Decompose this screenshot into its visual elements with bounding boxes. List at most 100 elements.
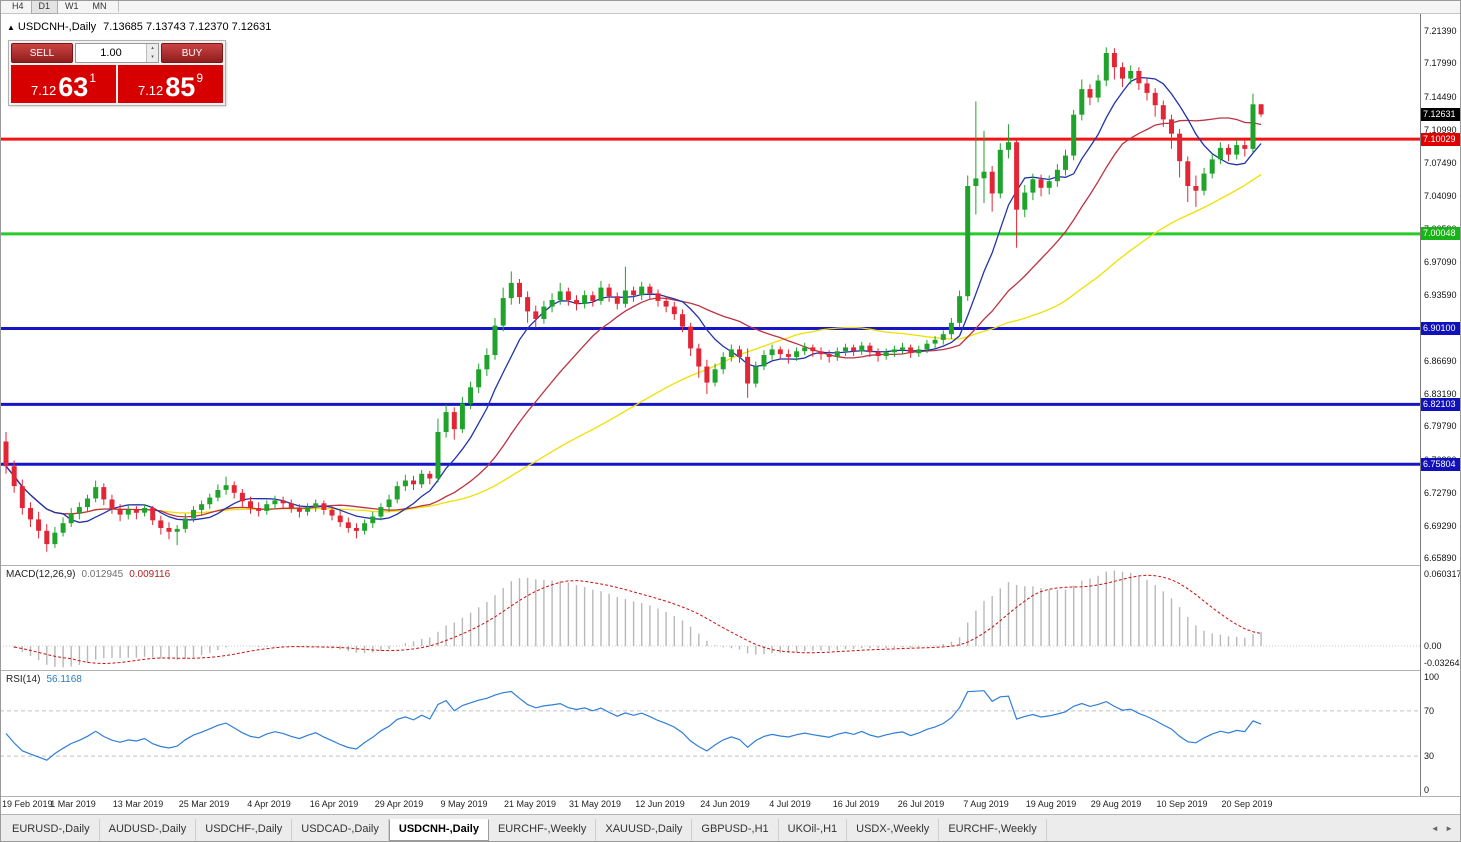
chart-tab-9[interactable]: USDX-,Weekly [847, 819, 940, 841]
chart-tab-1[interactable]: AUDUSD-,Daily [100, 819, 197, 841]
date-axis-label: 16 Apr 2019 [309, 799, 359, 809]
chart-tab-10[interactable]: EURCHF-,Weekly [939, 819, 1047, 841]
price-axis-label: 7.17990 [1424, 58, 1457, 68]
rsi-indicator-label: RSI(14) 56.1168 [6, 674, 82, 685]
date-axis-label: 4 Apr 2019 [247, 799, 291, 809]
date-axis-label: 16 Jul 2019 [832, 799, 880, 809]
date-axis-label: 9 May 2019 [440, 799, 488, 809]
date-axis-label: 24 Jun 2019 [700, 799, 750, 809]
volume-up-button[interactable]: ▴ [147, 44, 158, 53]
date-axis-label: 7 Aug 2019 [963, 799, 1009, 809]
level-price-badge: 6.82103 [1421, 398, 1461, 411]
macd-indicator-label: MACD(12,26,9) 0.012945 0.009116 [6, 569, 170, 580]
price-axis-label: 6.69290 [1424, 521, 1457, 531]
candlestick-series [3, 47, 1264, 552]
tab-scroll-left-icon[interactable]: ◄ [1430, 824, 1439, 833]
date-axis-label: 4 Jul 2019 [769, 799, 811, 809]
date-axis-label: 10 Sep 2019 [1156, 799, 1208, 809]
rsi-axis-label: 30 [1424, 751, 1435, 761]
volume-input[interactable]: 1.00 [100, 47, 122, 59]
rsi-line [5, 690, 1262, 761]
chart-tab-0[interactable]: EURUSD-,Daily [3, 819, 100, 841]
date-axis: 19 Feb 2019 1 Mar 2019 13 Mar 2019 25 Mar 2… [0, 797, 1420, 814]
chart-marker-icon: ▲ [7, 23, 15, 32]
date-axis-label: 29 Aug 2019 [1090, 799, 1142, 809]
sell-price-main: 7.12 [30, 83, 57, 98]
panel-separator[interactable] [0, 565, 1461, 566]
price-axis-label: 6.97090 [1424, 257, 1457, 267]
timeframe-button-mn[interactable]: MN [92, 1, 107, 11]
buy-price-point: 9 [196, 70, 204, 85]
price-axis-label: 7.04090 [1424, 191, 1457, 201]
sell-price-pips: 63 [58, 72, 89, 102]
date-axis-label: 29 Apr 2019 [374, 799, 424, 809]
symbol-info: ▲ USDCNH-,Daily 7.13685 7.13743 7.12370 7.… [7, 21, 271, 33]
rsi-title: RSI(14) [6, 674, 41, 685]
chart-tab-4[interactable]: USDCNH-,Daily [388, 819, 489, 841]
chart-tab-2[interactable]: USDCHF-,Daily [196, 819, 293, 841]
date-axis-label: 31 May 2019 [568, 799, 622, 809]
macd-title: MACD(12,26,9) [6, 569, 76, 580]
symbol-name: USDCNH-,Daily [17, 21, 97, 33]
price-axis-label: 6.93590 [1424, 290, 1457, 300]
chart-tab-8[interactable]: UKOil-,H1 [779, 819, 848, 841]
volume-down-button[interactable]: ▾ [147, 53, 158, 62]
rsi-axis-label: 100 [1424, 672, 1440, 682]
macd-axis-min: -0.032648 [1424, 658, 1461, 668]
buy-price-display[interactable]: 7.12 85 9 [118, 65, 223, 103]
sell-price-display[interactable]: 7.12 63 1 [11, 65, 116, 103]
macd-signal-value: 0.009116 [129, 569, 171, 580]
support-resistance-lines [0, 137, 1420, 466]
ohlc-quotes: 7.13685 7.13743 7.12370 7.12631 [103, 21, 272, 33]
rsi-axis-label: 0 [1424, 785, 1430, 795]
timeframe-button-h4[interactable]: H4 [12, 1, 24, 11]
macd-histogram [13, 570, 1262, 668]
date-axis-label: 13 Mar 2019 [112, 799, 164, 809]
price-axis-label: 6.65890 [1424, 553, 1457, 563]
date-axis-label: 21 May 2019 [503, 799, 557, 809]
panel-separator[interactable] [0, 670, 1461, 671]
volume-box: 1.00 ▴ ▾ [75, 43, 159, 63]
chart-tabs: EURUSD-,Daily AUDUSD-,Daily USDCHF-,Daily U… [3, 819, 1047, 841]
ma-medium-line [5, 117, 1262, 518]
chart-tab-7[interactable]: GBPUSD-,H1 [692, 819, 779, 841]
chart-tabbar-strip: EURUSD-,Daily AUDUSD-,Daily USDCHF-,Daily U… [0, 814, 1461, 842]
price-axis-label: 6.83190 [1424, 389, 1457, 399]
rsi-axis-label: 70 [1424, 706, 1435, 716]
price-axis-label: 7.14490 [1424, 92, 1457, 102]
date-axis-label: 19 Feb 2019 [2, 799, 53, 809]
price-axis-label: 6.86690 [1424, 356, 1457, 366]
price-axis-label: 6.79790 [1424, 421, 1457, 431]
panel-separator [0, 796, 1461, 797]
rsi-panel[interactable] [0, 671, 1420, 796]
date-axis-label: 1 Mar 2019 [50, 799, 96, 809]
one-click-trading-panel: SELL 1.00 ▴ ▾ BUY 7.12 63 1 7.12 85 9 [8, 40, 226, 106]
macd-panel[interactable] [0, 566, 1420, 670]
rsi-value: 56.1168 [46, 674, 82, 685]
sell-button[interactable]: SELL [11, 43, 73, 63]
tab-scroll-right-icon[interactable]: ► [1445, 824, 1453, 833]
macd-main-value: 0.012945 [81, 569, 124, 580]
sell-price-point: 1 [89, 70, 97, 85]
macd-axis-zero: 0.00 [1424, 641, 1442, 651]
current-price-badge: 7.12631 [1421, 108, 1461, 121]
date-axis-label: 19 Aug 2019 [1025, 799, 1077, 809]
chart-tab-5[interactable]: EURCHF-,Weekly [489, 819, 597, 841]
buy-button[interactable]: BUY [161, 43, 223, 63]
price-chart[interactable] [0, 14, 1420, 565]
level-price-badge: 6.90100 [1421, 322, 1461, 335]
tab-scroll-controls: ◄ ► [1427, 824, 1453, 833]
timeframe-button-d1[interactable]: D1 [30, 0, 59, 14]
buy-price-pips: 85 [165, 72, 196, 102]
price-axis: 7.21390 7.17990 7.14490 7.10990 7.07490 7.040… [1420, 14, 1461, 796]
price-axis-label: 7.07490 [1424, 158, 1457, 168]
volume-spinner: ▴ ▾ [146, 44, 158, 62]
chart-tab-6[interactable]: XAUUSD-,Daily [596, 819, 693, 841]
chart-tab-3[interactable]: USDCAD-,Daily [292, 819, 389, 841]
timeframe-button-w1[interactable]: W1 [65, 1, 79, 11]
level-price-badge: 7.10029 [1421, 133, 1461, 146]
price-axis-label: 7.10990 [1424, 125, 1457, 135]
level-price-badge: 6.75804 [1421, 458, 1461, 471]
toolbar-separator [117, 1, 119, 12]
